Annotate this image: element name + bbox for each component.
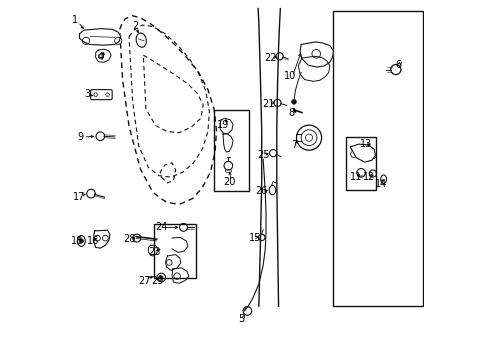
Polygon shape [298, 56, 329, 81]
Polygon shape [80, 29, 121, 45]
Polygon shape [148, 245, 158, 256]
Polygon shape [300, 42, 333, 67]
Text: 15: 15 [248, 233, 261, 243]
Circle shape [159, 276, 163, 279]
Text: 13: 13 [360, 139, 372, 149]
Text: 7: 7 [290, 140, 297, 150]
Text: 12: 12 [363, 172, 375, 182]
Polygon shape [96, 49, 111, 62]
Text: 8: 8 [288, 108, 294, 118]
Text: 11: 11 [349, 172, 361, 182]
Text: 26: 26 [255, 186, 267, 197]
Text: 4: 4 [97, 52, 103, 62]
Text: 28: 28 [122, 234, 135, 244]
Text: 17: 17 [73, 192, 85, 202]
Text: 24: 24 [155, 222, 167, 232]
Text: 18: 18 [70, 236, 82, 246]
Text: 27: 27 [138, 276, 151, 286]
Circle shape [79, 239, 83, 243]
Bar [345, 137, 375, 190]
Text: 6: 6 [395, 59, 401, 69]
Text: 20: 20 [223, 177, 235, 187]
Text: 3: 3 [84, 89, 90, 99]
Text: 16: 16 [87, 236, 99, 246]
Polygon shape [94, 230, 110, 248]
Text: 14: 14 [375, 179, 387, 189]
Text: 29: 29 [151, 276, 163, 286]
Circle shape [291, 99, 296, 104]
Bar [333, 11, 422, 306]
Text: 2: 2 [132, 21, 138, 31]
Text: 9: 9 [77, 132, 83, 142]
Text: 22: 22 [264, 53, 276, 63]
Text: 19: 19 [216, 121, 229, 130]
Bar [214, 110, 249, 191]
Text: 25: 25 [256, 150, 269, 160]
Polygon shape [349, 144, 375, 162]
Text: 23: 23 [148, 247, 160, 257]
Text: 21: 21 [262, 99, 275, 109]
Bar [154, 225, 196, 278]
Text: 5: 5 [238, 314, 244, 324]
Text: 10: 10 [284, 71, 296, 81]
Text: 1: 1 [72, 15, 78, 26]
